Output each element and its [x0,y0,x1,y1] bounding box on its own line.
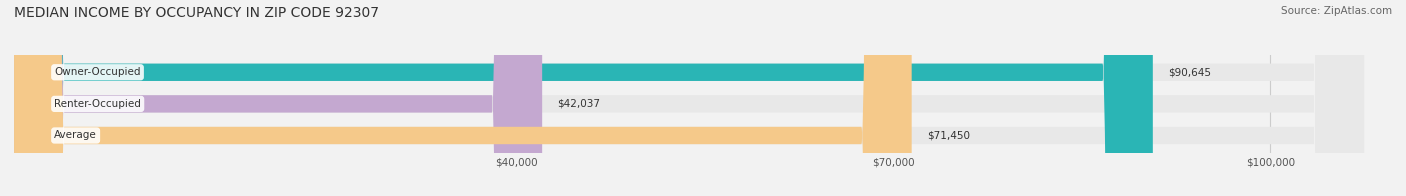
Text: $42,037: $42,037 [557,99,600,109]
FancyBboxPatch shape [14,0,1153,196]
FancyBboxPatch shape [14,0,1364,196]
Text: $90,645: $90,645 [1168,67,1211,77]
Text: Renter-Occupied: Renter-Occupied [55,99,141,109]
FancyBboxPatch shape [14,0,911,196]
Text: Average: Average [55,131,97,141]
Text: MEDIAN INCOME BY OCCUPANCY IN ZIP CODE 92307: MEDIAN INCOME BY OCCUPANCY IN ZIP CODE 9… [14,6,380,20]
FancyBboxPatch shape [14,0,1364,196]
Text: $71,450: $71,450 [927,131,970,141]
Text: Owner-Occupied: Owner-Occupied [55,67,141,77]
FancyBboxPatch shape [14,0,543,196]
Text: Source: ZipAtlas.com: Source: ZipAtlas.com [1281,6,1392,16]
FancyBboxPatch shape [14,0,1364,196]
